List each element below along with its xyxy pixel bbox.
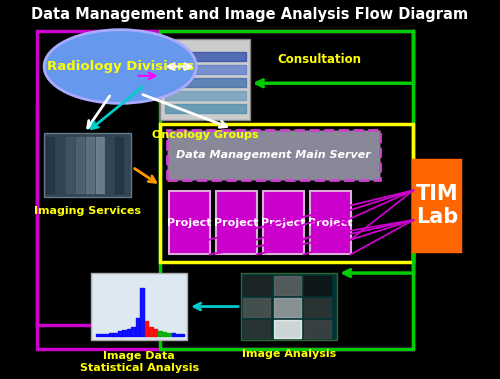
Text: Image Data
Statistical Analysis: Image Data Statistical Analysis xyxy=(80,351,199,373)
Ellipse shape xyxy=(44,30,197,103)
Text: Consultation: Consultation xyxy=(278,53,361,66)
Bar xyxy=(160,39,250,121)
Text: TIM
Lab: TIM Lab xyxy=(416,183,458,227)
Bar xyxy=(91,273,188,340)
Text: Data Management Main Server: Data Management Main Server xyxy=(176,150,371,160)
Bar xyxy=(160,124,414,262)
Text: Imaging Services: Imaging Services xyxy=(34,206,141,216)
Bar xyxy=(160,31,414,349)
Text: Data Management and Image Analysis Flow Diagram: Data Management and Image Analysis Flow … xyxy=(32,7,469,22)
Text: Image Analysis: Image Analysis xyxy=(242,349,336,359)
Text: Project: Project xyxy=(168,218,212,228)
Bar xyxy=(38,31,414,349)
Text: Project: Project xyxy=(262,218,306,228)
Bar xyxy=(310,191,350,254)
Text: Project: Project xyxy=(214,218,259,228)
Text: Radiology Divisions: Radiology Divisions xyxy=(46,60,194,73)
Bar xyxy=(170,191,209,254)
Bar xyxy=(264,191,304,254)
Bar xyxy=(414,160,461,251)
Text: Project: Project xyxy=(308,218,353,228)
Bar xyxy=(241,273,338,340)
Bar xyxy=(216,191,256,254)
Bar xyxy=(44,133,132,197)
Text: Oncology Groups: Oncology Groups xyxy=(152,130,258,140)
Bar xyxy=(167,130,380,180)
